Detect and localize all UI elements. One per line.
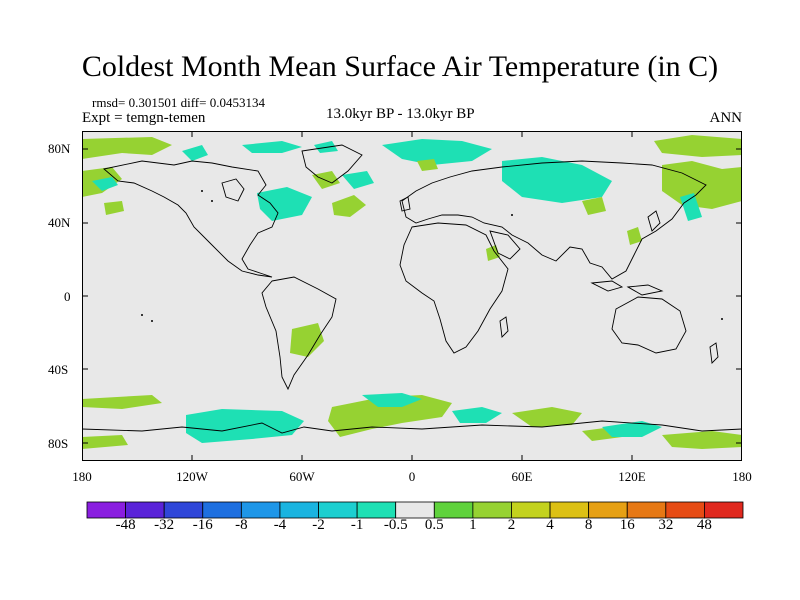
anomaly-patch-cyan <box>502 157 612 203</box>
colorbar-swatch <box>356 501 397 519</box>
island-dot <box>201 190 203 192</box>
colorbar-swatch <box>626 501 667 519</box>
colorbar-swatch <box>704 501 744 519</box>
anomaly-patch-green <box>512 407 582 427</box>
antarctica-coast <box>82 420 742 434</box>
anomaly-patch-cyan <box>92 177 118 191</box>
anomaly-patch-cyan <box>602 421 662 437</box>
anomaly-patch-cyan <box>362 393 422 407</box>
anomaly-patch-green <box>82 435 128 449</box>
season-label: ANN <box>709 110 743 126</box>
lat-label-40s: 40S <box>48 362 69 377</box>
island-dot <box>721 318 723 320</box>
lon-label-180w: 180 <box>72 469 92 484</box>
colorbar-label: 2 <box>507 517 516 533</box>
colorbar-label: -48 <box>115 517 136 533</box>
colorbar-swatch <box>395 501 435 519</box>
colorbar-label: -32 <box>154 517 175 533</box>
island-dot <box>141 314 143 316</box>
anomaly-patch-green <box>290 323 324 357</box>
island-dot <box>511 214 513 216</box>
new-zealand-coast <box>709 342 719 364</box>
anomaly-patch-cyan <box>242 141 302 153</box>
british-isles-coast <box>399 196 411 212</box>
colorbar-label: -2 <box>312 517 325 533</box>
colorbar-label: -0.5 <box>383 517 408 533</box>
lon-label-0: 0 <box>408 469 416 484</box>
island-dot <box>151 320 153 322</box>
anomaly-patch-green <box>82 137 172 159</box>
lat-label-0: 0 <box>64 289 71 304</box>
lat-label-40n: 40N <box>48 215 71 230</box>
colorbar-label: 1 <box>469 517 477 533</box>
anomaly-patch-green <box>662 431 742 449</box>
colorbar-swatch <box>433 501 474 519</box>
anomaly-patch-green <box>417 159 438 171</box>
colorbar-label: 0.5 <box>424 517 444 533</box>
lon-label-60w: 60W <box>289 469 315 484</box>
colorbar-swatch <box>279 501 319 519</box>
eurasia-coast <box>401 160 707 280</box>
lon-label-120e: 120E <box>618 469 646 484</box>
colorbar-label: -1 <box>350 517 364 533</box>
madagascar-coast <box>499 316 509 338</box>
experiment-label: Expt = temgn-temen <box>82 110 206 126</box>
anomaly-patch-cyan <box>257 187 312 221</box>
map-ticks <box>82 131 742 461</box>
colorbar-label: -16 <box>192 517 213 533</box>
colorbar-swatch <box>511 501 551 519</box>
island-dot <box>211 200 213 202</box>
lon-label-60e: 60E <box>511 469 533 484</box>
coastlines <box>82 144 742 434</box>
colorbar-label: 8 <box>584 517 593 533</box>
colorbar <box>86 501 744 519</box>
colorbar-label: 48 <box>696 517 712 533</box>
colorbar-label: 32 <box>658 517 674 533</box>
world-map <box>82 131 742 461</box>
colorbar-swatch <box>125 501 165 519</box>
anomaly-patch-cyan <box>382 139 492 165</box>
arabia-coast <box>489 230 521 260</box>
colorbar-label: -8 <box>235 517 248 533</box>
period-label: 13.0kyr BP - 13.0kyr BP <box>326 106 475 122</box>
anomaly-patch-green <box>82 395 162 409</box>
colorbar-swatch <box>86 501 126 519</box>
anomaly-patch-green <box>627 227 642 245</box>
greenland-coast <box>301 144 363 184</box>
map-title: Coldest Month Mean Surface Air Temperatu… <box>81 50 719 83</box>
anomaly-patch-green <box>582 197 606 215</box>
colorbar-label: 4 <box>546 517 554 533</box>
islands <box>141 190 723 322</box>
colorbar-swatch <box>472 501 512 519</box>
south-america-coast <box>261 276 337 391</box>
colorbar-swatch <box>163 501 204 519</box>
lat-label-80s: 80S <box>48 436 69 451</box>
colorbar-label: 16 <box>619 517 635 533</box>
anomaly-patch-cyan <box>342 171 374 189</box>
anomaly-patch-green <box>328 395 452 437</box>
africa-coast <box>399 222 509 354</box>
anomaly-patch-green <box>332 195 366 217</box>
colorbar-swatch <box>588 501 628 519</box>
lat-label-80n: 80N <box>48 141 71 156</box>
colorbar-swatch <box>665 501 705 519</box>
anomaly-patch-green <box>104 201 124 215</box>
indonesia-coast <box>590 280 664 296</box>
colorbar-swatch <box>549 501 590 519</box>
colorbar-swatch <box>318 501 358 519</box>
colorbar-swatch <box>240 501 281 519</box>
australia-coast <box>611 296 687 354</box>
stats-readout: rmsd= 0.301501 diff= 0.0453134 <box>92 95 265 110</box>
lon-label-120w: 120W <box>176 469 208 484</box>
north-america-coast <box>103 160 279 278</box>
anomaly-patch-cyan <box>452 407 502 423</box>
colorbar-swatch <box>202 501 242 519</box>
colorbar-label: -4 <box>273 517 287 533</box>
anomaly-patch-cyan <box>680 193 702 221</box>
hudson-bay-coast <box>221 178 245 202</box>
anomaly-patch-cyan <box>182 145 208 161</box>
japan-coast <box>647 210 661 232</box>
anomaly-patch-green <box>654 135 742 157</box>
lon-label-180e: 180 <box>732 469 752 484</box>
